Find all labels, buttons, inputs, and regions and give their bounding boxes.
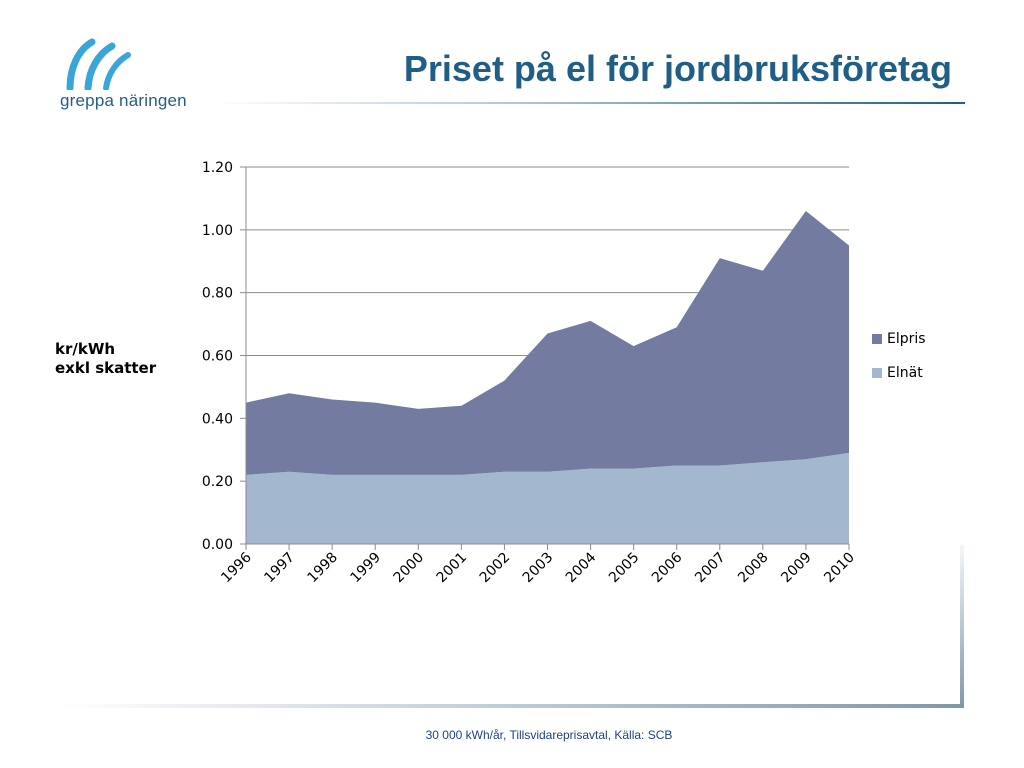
y-axis-label-line-1: kr/kWh [55,340,116,358]
frame-right-edge [960,545,964,707]
area-chart: 0.00 0.20 0.40 0.60 0.80 1.00 1.20 1996 1997 1998… [202,160,858,587]
y-tick-label-1: 0.20 [202,474,233,490]
y-axis-label-line-2: exkl skatter [55,359,157,377]
x-tick-label-2000: 2000 [391,550,428,587]
frame-bottom-edge [60,704,964,708]
y-tick-label-5: 1.00 [202,223,233,239]
area-series-elnt [246,452,849,544]
x-tick-label-2006: 2006 [649,549,686,586]
title-rule [215,102,965,104]
logo-waves-icon [66,38,131,92]
legend-item-elnat: Elnät [872,364,926,382]
x-tick-label-2005: 2005 [606,550,643,587]
legend-swatch-elnat [872,368,882,378]
x-tick-label-2001: 2001 [434,550,471,587]
y-tick-label-2: 0.40 [202,411,233,427]
legend-label-elnat: Elnät [887,365,923,381]
x-tick-label-2002: 2002 [477,550,514,587]
legend-label-elpris: Elpris [887,331,926,347]
x-tick-label-1996: 1996 [218,549,255,586]
y-tick-label-0: 0.00 [202,537,233,553]
logo-text: greppa näringen [60,91,187,110]
slide-title: Priset på el för jordbruksföretag [403,48,952,89]
x-tick-label-2008: 2008 [735,550,772,587]
x-tick-label-1997: 1997 [261,550,298,587]
legend-item-elpris: Elpris [872,330,926,348]
greppa-logo: greppa näringen [56,38,206,118]
y-tick-label-3: 0.60 [202,349,233,365]
y-tick-label-4: 0.80 [202,286,233,302]
chart-legend: Elpris Elnät [872,330,926,398]
legend-swatch-elpris [872,334,882,344]
x-tick-label-2010: 2010 [821,550,858,587]
area-series-elpris [246,211,849,475]
x-tick-label-2003: 2003 [520,550,557,587]
x-tick-label-2009: 2009 [778,550,815,587]
y-tick-label-6: 1.20 [202,160,233,176]
x-tick-label-1999: 1999 [348,550,385,587]
x-tick-label-2007: 2007 [692,550,729,587]
y-axis-label: kr/kWh exkl skatter [55,340,156,378]
source-footnote: 30 000 kWh/år, Tillsvidareprisavtal, Käl… [425,728,673,742]
x-tick-label-1998: 1998 [304,550,341,587]
x-tick-label-2004: 2004 [563,549,600,586]
